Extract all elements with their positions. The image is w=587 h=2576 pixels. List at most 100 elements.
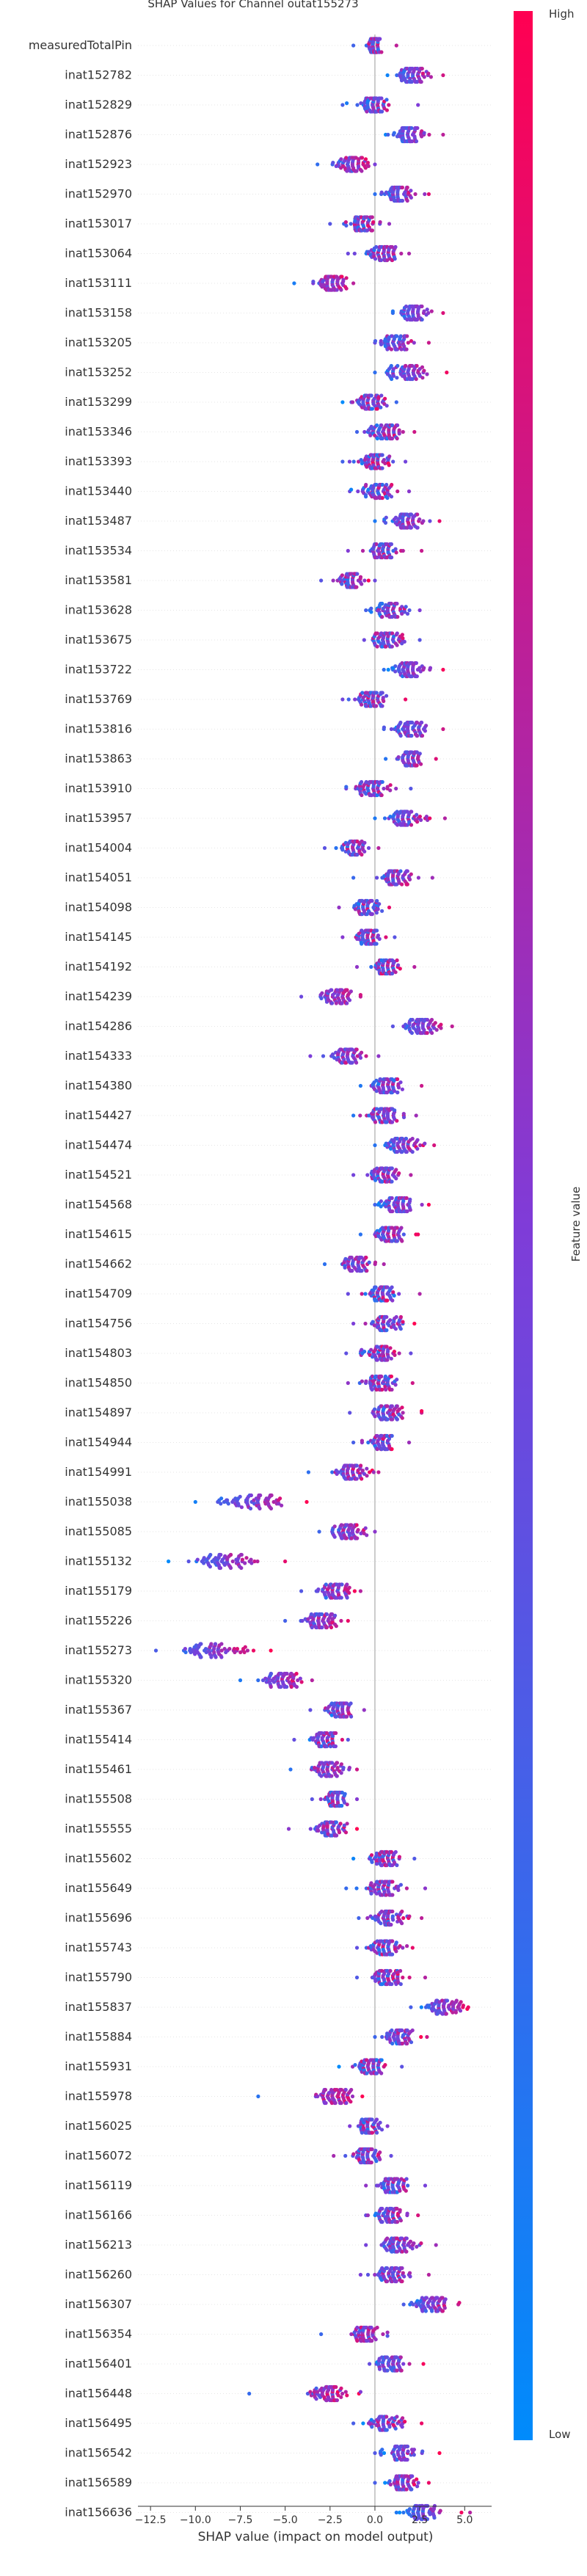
shap-point: [354, 1975, 360, 1980]
shap-point: [387, 222, 392, 226]
shap-point: [346, 1618, 350, 1623]
shap-point: [299, 1589, 304, 1593]
shap-point: [186, 1559, 191, 1564]
shap-point: [388, 783, 393, 787]
shap-point: [227, 1647, 232, 1651]
shap-point: [229, 1552, 233, 1557]
shap-point: [400, 198, 405, 203]
shap-point: [346, 697, 351, 702]
shap-point: [400, 1921, 404, 1926]
shap-point: [343, 1265, 347, 1270]
shap-point: [393, 1353, 397, 1357]
feature-label: inat153346: [65, 425, 132, 439]
shap-point: [445, 370, 449, 375]
feature-label: inat154615: [65, 1227, 132, 1241]
shap-point: [370, 912, 374, 917]
feature-label: inat153769: [65, 692, 132, 706]
shap-point: [373, 1407, 377, 1411]
shap-point: [370, 215, 374, 219]
shap-point: [401, 1112, 406, 1116]
feature-label: inat152782: [65, 68, 132, 82]
shap-point: [366, 845, 371, 851]
feature-row: inat153910: [65, 779, 492, 798]
feature-row: inat154004: [65, 839, 492, 857]
shap-point: [322, 845, 327, 851]
shap-point: [340, 935, 345, 939]
shap-point: [429, 75, 434, 79]
shap-point: [239, 1552, 244, 1557]
shap-point: [369, 393, 373, 398]
feature-row: inat153675: [65, 631, 492, 649]
feature-row: inat152923: [65, 156, 492, 173]
shap-point: [167, 1559, 171, 1564]
shap-point: [340, 573, 344, 578]
shap-point: [441, 727, 445, 732]
feature-label: inat154380: [65, 1079, 132, 1093]
shap-point: [364, 608, 368, 613]
shap-point: [340, 848, 345, 852]
shap-point: [425, 372, 429, 376]
shap-point: [316, 1828, 321, 1833]
shap-point: [398, 720, 403, 725]
feature-label: inat154474: [65, 1138, 132, 1152]
shap-point: [351, 281, 356, 285]
shap-point: [363, 166, 368, 170]
shap-point: [340, 400, 345, 404]
shap-point: [390, 644, 394, 649]
shap-point: [333, 1744, 338, 1749]
shap-point: [406, 341, 410, 345]
feature-label: inat154286: [65, 1019, 132, 1033]
feature-label: inat155790: [65, 1971, 132, 1984]
shap-point: [348, 1411, 352, 1415]
shap-point: [292, 281, 296, 285]
feature-row: inat154662: [65, 1255, 492, 1273]
shap-point: [415, 363, 419, 368]
feature-row: inat153393: [65, 453, 492, 470]
shap-point: [358, 1055, 363, 1060]
shap-point: [426, 1202, 431, 1207]
shap-point: [358, 1589, 362, 1593]
feature-row: inat154051: [65, 869, 492, 887]
shap-point: [349, 1523, 354, 1527]
shap-point: [420, 733, 425, 738]
shap-point: [428, 666, 433, 670]
shap-point: [292, 1737, 296, 1742]
shap-point: [405, 198, 409, 203]
feature-label: inat155038: [65, 1495, 132, 1509]
feature-row: inat153863: [65, 750, 492, 768]
shap-point: [369, 964, 373, 969]
shap-point: [415, 720, 420, 725]
shap-point: [415, 1146, 420, 1151]
shap-point: [339, 1771, 343, 1775]
shap-point: [376, 845, 381, 851]
shap-point: [381, 696, 385, 700]
shap-point: [405, 1944, 409, 1949]
shap-point: [362, 1708, 366, 1712]
feature-row: inat155085: [65, 1523, 492, 1540]
shap-point: [373, 519, 377, 523]
feature-row: inat155555: [65, 1820, 492, 1838]
feature-label: inat155743: [65, 1940, 132, 1954]
feature-label: inat153675: [65, 633, 132, 647]
shap-point: [414, 376, 418, 382]
shap-point: [398, 869, 403, 873]
shap-point: [213, 1642, 218, 1646]
shap-point: [354, 1463, 359, 1468]
shap-point: [390, 436, 395, 441]
shap-point: [269, 1648, 273, 1653]
shap-point: [321, 1054, 326, 1058]
shap-point: [398, 334, 403, 338]
shap-point: [370, 1860, 374, 1864]
shap-point: [365, 109, 369, 114]
shap-point: [394, 1168, 398, 1172]
shap-point: [351, 1856, 356, 1861]
shap-point: [373, 816, 377, 821]
feature-row: inat153816: [65, 720, 492, 738]
feature-label: inat155132: [65, 1554, 132, 1568]
shap-point: [387, 905, 392, 910]
shap-point: [420, 66, 424, 71]
shap-point: [193, 1499, 197, 1505]
shap-point: [388, 1318, 393, 1322]
shap-point: [364, 1379, 368, 1383]
shap-point: [329, 1774, 334, 1778]
